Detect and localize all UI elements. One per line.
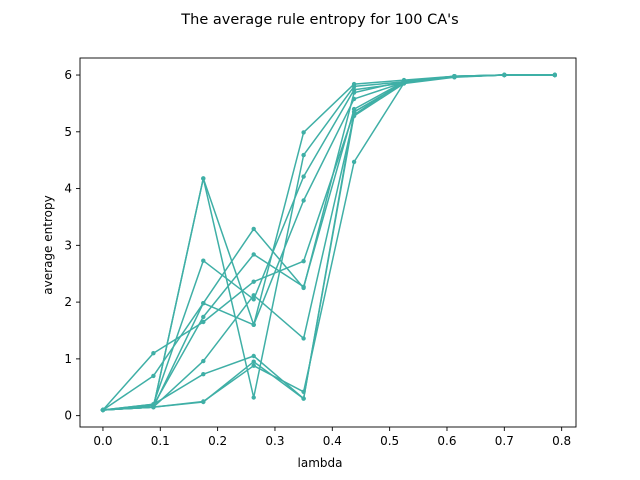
data-point — [251, 353, 256, 359]
data-point — [552, 72, 557, 78]
plot-frame — [79, 57, 577, 428]
data-point — [201, 314, 206, 320]
x-tick-label: 0.5 — [380, 434, 399, 448]
data-point — [251, 293, 256, 298]
data-point — [201, 319, 206, 325]
data-point — [201, 258, 206, 263]
data-point — [351, 90, 357, 95]
data-point — [251, 363, 256, 368]
x-tick-label: 0.7 — [495, 434, 514, 448]
data-point — [251, 395, 256, 400]
series-line-2 — [102, 74, 555, 411]
series-line-5 — [102, 74, 555, 411]
data-point — [151, 404, 156, 410]
data-point — [301, 174, 306, 179]
chart-title: The average rule entropy for 100 CA's — [180, 12, 458, 28]
chart-marks — [100, 72, 557, 413]
series-line-7 — [102, 74, 555, 411]
x-tick-label: 0.3 — [265, 434, 284, 448]
data-point — [301, 284, 306, 289]
data-point — [251, 322, 256, 327]
x-tick-label: 0.2 — [208, 434, 227, 448]
data-point — [351, 159, 357, 165]
data-point — [251, 359, 256, 364]
y-tick-label: 2 — [64, 295, 72, 309]
data-point — [301, 130, 306, 135]
data-point — [351, 96, 357, 102]
x-tick-label: 0.1 — [151, 434, 170, 448]
series-line-4 — [102, 74, 555, 411]
series-line-6 — [102, 74, 555, 411]
y-tick-label: 5 — [64, 125, 72, 139]
series-line-9 — [102, 74, 555, 411]
data-point — [351, 109, 357, 115]
data-point — [151, 351, 156, 356]
data-point — [151, 373, 156, 379]
data-point — [201, 399, 206, 405]
x-tick-label: 0.0 — [93, 434, 112, 448]
data-point — [201, 176, 206, 181]
data-point — [251, 252, 256, 257]
y-tick-label: 0 — [64, 409, 72, 423]
y-tick-label: 4 — [64, 182, 72, 196]
data-point — [201, 358, 206, 364]
data-point — [301, 198, 306, 203]
y-tick-label: 3 — [64, 238, 72, 252]
series-line-11 — [102, 74, 555, 411]
data-point — [201, 372, 206, 377]
data-point — [251, 297, 256, 302]
data-point — [201, 301, 206, 306]
series-line-3 — [102, 74, 555, 411]
x-tick-label: 0.8 — [552, 434, 571, 448]
y-tick-label: 1 — [64, 352, 72, 366]
x-axis-label: lambda — [298, 456, 343, 470]
y-axis-label: average entropy — [41, 195, 55, 294]
data-point — [301, 336, 306, 341]
x-tick-label: 0.6 — [437, 434, 456, 448]
data-point — [351, 84, 357, 89]
data-point — [301, 152, 306, 158]
data-point — [502, 72, 507, 78]
series-line-10 — [102, 74, 555, 411]
data-point — [401, 80, 407, 86]
data-point — [452, 74, 457, 79]
chart-axes: 0.0 0.1 0.2 0.3 0.4 0.5 0.6 0.7 0.8 0 1 2 3 4 5 6 — [64, 57, 577, 448]
data-point — [301, 259, 306, 264]
data-point — [251, 226, 256, 232]
data-point — [100, 407, 106, 413]
x-tick-label: 0.4 — [323, 434, 342, 448]
series-line-8 — [102, 74, 555, 411]
data-point — [301, 396, 306, 401]
series-line-1 — [102, 74, 555, 411]
data-point — [251, 279, 256, 284]
y-tick-label: 6 — [64, 68, 72, 82]
